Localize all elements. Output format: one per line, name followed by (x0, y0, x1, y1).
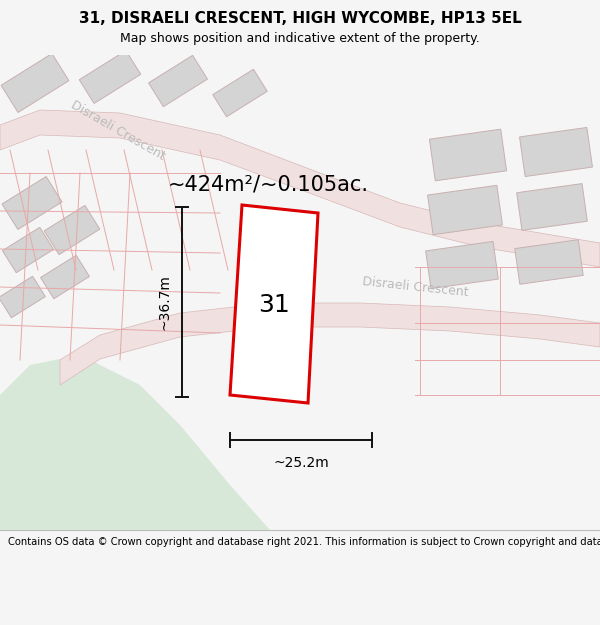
Polygon shape (44, 206, 100, 254)
Polygon shape (213, 69, 267, 117)
Polygon shape (0, 276, 46, 318)
Polygon shape (517, 184, 587, 231)
Text: Contains OS data © Crown copyright and database right 2021. This information is : Contains OS data © Crown copyright and d… (8, 537, 600, 547)
Polygon shape (2, 176, 62, 229)
Text: ~36.7m: ~36.7m (158, 274, 172, 330)
Text: ~25.2m: ~25.2m (273, 456, 329, 470)
Polygon shape (515, 240, 583, 284)
Text: Disraeli Crescent: Disraeli Crescent (68, 99, 167, 163)
Polygon shape (428, 186, 502, 234)
Polygon shape (425, 241, 499, 289)
Text: Map shows position and indicative extent of the property.: Map shows position and indicative extent… (120, 32, 480, 45)
Polygon shape (41, 255, 89, 299)
Polygon shape (1, 54, 69, 112)
Text: ~424m²/~0.105ac.: ~424m²/~0.105ac. (168, 175, 369, 195)
Polygon shape (430, 129, 506, 181)
Text: Disraeli Crescent: Disraeli Crescent (361, 275, 469, 299)
Polygon shape (0, 110, 600, 267)
Polygon shape (0, 355, 270, 530)
Polygon shape (520, 127, 592, 176)
Text: 31: 31 (258, 293, 290, 317)
Polygon shape (60, 303, 600, 385)
Polygon shape (79, 51, 141, 104)
Polygon shape (230, 205, 318, 403)
Polygon shape (149, 56, 208, 107)
Text: 31, DISRAELI CRESCENT, HIGH WYCOMBE, HP13 5EL: 31, DISRAELI CRESCENT, HIGH WYCOMBE, HP1… (79, 11, 521, 26)
Polygon shape (2, 228, 53, 272)
